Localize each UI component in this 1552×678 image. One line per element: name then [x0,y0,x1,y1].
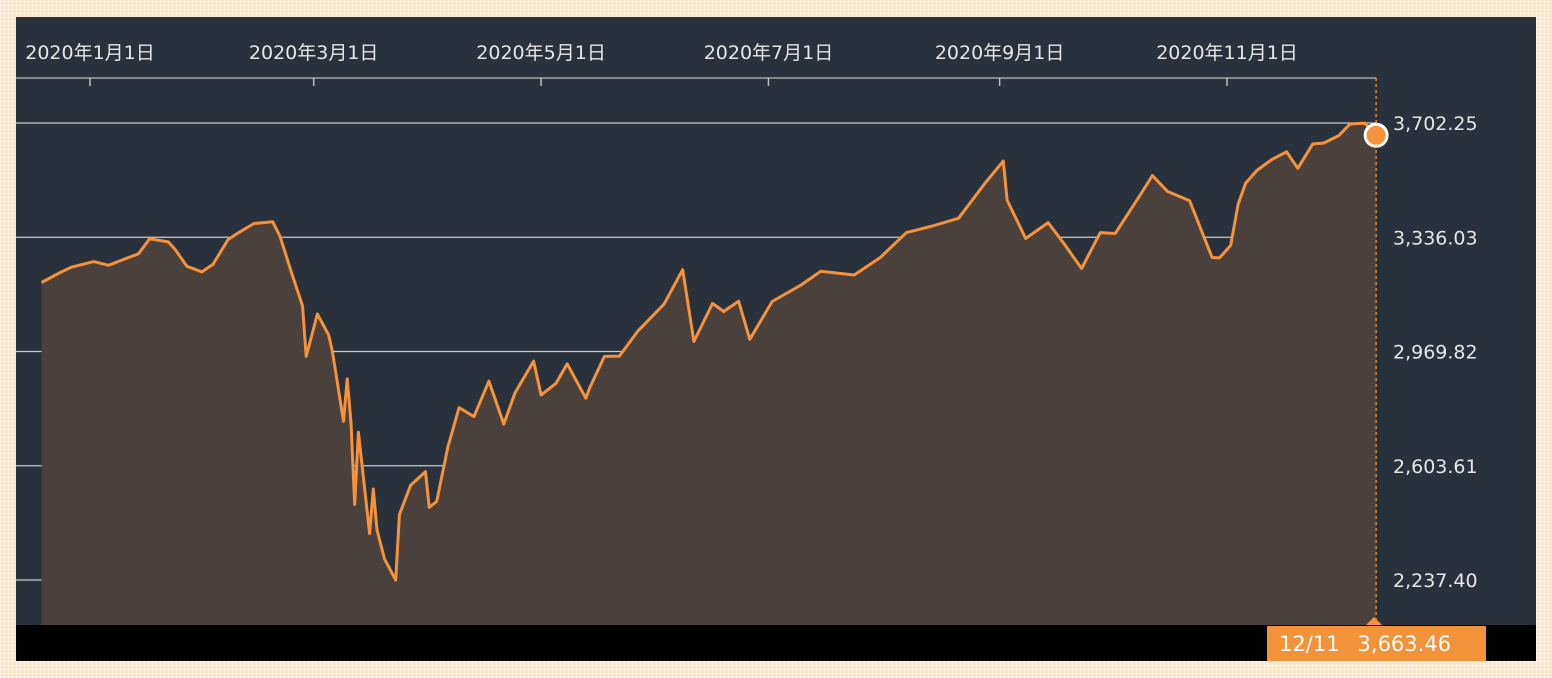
y-tick-label: 2,969.82 [1393,342,1478,364]
readout-pointer-icon [1366,617,1382,625]
x-tick-label: 2020年5月1日 [476,42,606,64]
x-tick-label: 2020年3月1日 [249,42,379,64]
x-tick-label: 2020年1月1日 [25,42,155,64]
last-price-marker[interactable] [1363,122,1389,148]
price-area-fill [41,123,1377,625]
y-tick-label: 2,237.40 [1393,570,1478,592]
price-readout: 12/11 3,663.46 [1267,626,1486,661]
y-tick-label: 3,336.03 [1393,227,1478,249]
readout-date: 12/11 [1279,631,1340,656]
price-line [40,121,1378,582]
x-tick-label: 2020年9月1日 [935,42,1065,64]
footer-bar: 12/11 3,663.46 [16,617,1536,661]
readout-value: 3,663.46 [1357,631,1452,656]
x-tick-label: 2020年11月1日 [1156,42,1298,64]
x-tick-label: 2020年7月1日 [704,42,834,64]
chart-panel: 3,702.25 3,336.03 2,969.82 2,603.61 2,237.40… [16,17,1536,661]
y-tick-label: 2,603.61 [1393,456,1478,478]
y-tick-label: 3,702.25 [1393,113,1478,135]
price-chart: 3,702.25 3,336.03 2,969.82 2,603.61 2,237.40… [16,42,1478,625]
